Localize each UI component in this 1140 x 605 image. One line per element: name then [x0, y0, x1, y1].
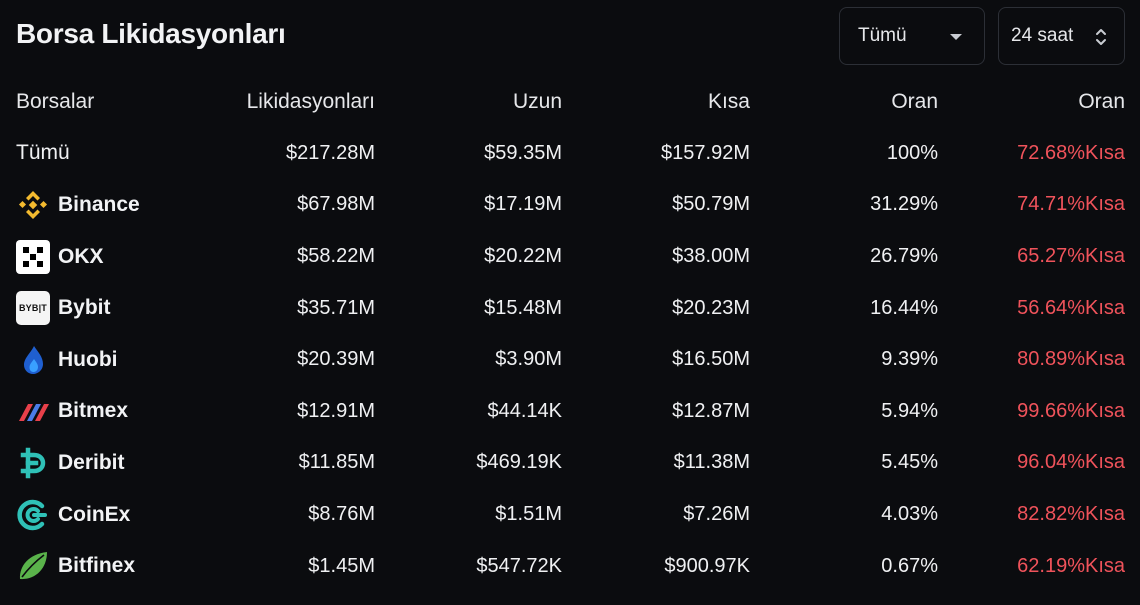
liquidations-cell: $58.22M	[297, 245, 375, 268]
ratio-cell: 74.71%Kısa	[1017, 193, 1125, 216]
liquidations-cell: $11.85M	[298, 451, 375, 474]
long-cell: $547.72K	[476, 554, 562, 577]
share-cell: 0.67%	[881, 554, 938, 577]
liquidations-cell: $67.98M	[297, 193, 375, 216]
exchange-name: Tümü	[16, 141, 70, 165]
coinex-icon	[16, 498, 50, 532]
exchange-cell[interactable]: Huobi	[0, 334, 200, 386]
period-select[interactable]: 24 saat	[998, 7, 1125, 65]
exchange-name: CoinEx	[58, 502, 131, 526]
exchange-name: Bitfinex	[58, 554, 136, 578]
exchange-filter-dropdown[interactable]: Tümü	[839, 7, 985, 65]
exchange-name: Binance	[58, 192, 140, 216]
long-cell: $59.35M	[484, 141, 562, 164]
share-cell: 5.94%	[881, 399, 938, 422]
table-row: OKX $58.22M $20.22M $38.00M 26.79% 65.27…	[0, 231, 1140, 283]
liquidations-cell: $35.71M	[297, 296, 375, 319]
exchange-cell[interactable]: BYB|T Bybit	[0, 282, 200, 334]
ratio-cell: 62.19%Kısa	[1017, 554, 1125, 577]
deribit-icon	[16, 446, 50, 480]
long-cell: $44.14K	[487, 399, 562, 422]
share-cell: 100%	[886, 141, 938, 164]
table-row: Binance $67.98M $17.19M $50.79M 31.29% 7…	[0, 179, 1140, 231]
table-header-row: Borsalar Likidasyonları Uzun Kısa Oran O…	[0, 76, 1140, 128]
exchange-cell[interactable]: OKX	[0, 231, 200, 283]
exchange-cell: Tümü	[0, 128, 200, 180]
short-cell: $16.50M	[672, 348, 750, 371]
table-row: Deribit $11.85M $469.19K $11.38M 5.45% 9…	[0, 437, 1140, 489]
liquidations-cell: $217.28M	[286, 141, 375, 164]
short-cell: $50.79M	[672, 193, 750, 216]
updown-chevron-icon	[1096, 29, 1106, 45]
short-cell: $11.38M	[673, 451, 750, 474]
long-cell: $17.19M	[484, 193, 562, 216]
ratio-cell: 65.27%Kısa	[1017, 245, 1125, 268]
long-cell: $1.51M	[495, 503, 562, 526]
share-cell: 4.03%	[881, 503, 938, 526]
share-cell: 16.44%	[870, 296, 938, 319]
short-cell: $20.23M	[672, 296, 750, 319]
share-cell: 31.29%	[870, 193, 938, 216]
ratio-cell: 99.66%Kısa	[1017, 399, 1125, 422]
liquidations-cell: $8.76M	[308, 503, 375, 526]
short-cell: $900.97K	[664, 554, 750, 577]
bybit-logo-text: BYB|T	[16, 291, 50, 326]
exchange-cell[interactable]: Binance	[0, 179, 200, 231]
liquidation-table: Borsalar Likidasyonları Uzun Kısa Oran O…	[0, 76, 1140, 592]
table-row: Tümü $217.28M $59.35M $157.92M 100% 72.6…	[0, 128, 1140, 180]
exchange-name: Huobi	[58, 347, 118, 371]
column-header-exchanges[interactable]: Borsalar	[16, 89, 95, 113]
bitfinex-icon	[16, 549, 50, 583]
chevron-down-icon	[950, 34, 962, 40]
long-cell: $469.19K	[476, 451, 562, 474]
ratio-cell: 72.68%Kısa	[1017, 141, 1125, 164]
table-row: CoinEx $8.76M $1.51M $7.26M 4.03% 82.82%…	[0, 489, 1140, 541]
exchange-name: OKX	[58, 244, 104, 268]
period-select-value: 24 saat	[1011, 25, 1074, 46]
table-row: Huobi $20.39M $3.90M $16.50M 9.39% 80.89…	[0, 334, 1140, 386]
column-header-long[interactable]: Uzun	[512, 89, 562, 113]
share-cell: 26.79%	[870, 245, 938, 268]
column-header-liquidations[interactable]: Likidasyonları	[246, 89, 375, 113]
share-cell: 9.39%	[881, 348, 938, 371]
bitmex-icon	[16, 394, 50, 428]
liquidations-cell: $1.45M	[308, 554, 375, 577]
column-header-short[interactable]: Kısa	[707, 89, 750, 113]
page-title: Borsa Likidasyonları	[16, 18, 286, 49]
long-cell: $15.48M	[484, 296, 562, 319]
exchange-cell[interactable]: Deribit	[0, 437, 200, 489]
ratio-cell: 96.04%Kısa	[1017, 451, 1125, 474]
short-cell: $12.87M	[672, 399, 750, 422]
table-row: Bitfinex $1.45M $547.72K $900.97K 0.67% …	[0, 540, 1140, 592]
column-header-share[interactable]: Oran	[891, 89, 938, 113]
ratio-cell: 56.64%Kısa	[1017, 296, 1125, 319]
exchange-cell[interactable]: Bitfinex	[0, 540, 200, 592]
exchange-cell[interactable]: CoinEx	[0, 489, 200, 541]
okx-icon	[16, 239, 50, 274]
liquidations-cell: $12.91M	[297, 399, 375, 422]
exchange-cell[interactable]: Bitmex	[0, 386, 200, 438]
table-row: Bitmex $12.91M $44.14K $12.87M 5.94% 99.…	[0, 386, 1140, 438]
short-cell: $157.92M	[661, 141, 750, 164]
exchange-name: Bybit	[58, 296, 111, 320]
table-row: BYB|T Bybit $35.71M $15.48M $20.23M 16.4…	[0, 282, 1140, 334]
exchange-name: Bitmex	[58, 399, 129, 423]
share-cell: 5.45%	[881, 451, 938, 474]
ratio-cell: 80.89%Kısa	[1017, 348, 1125, 371]
short-cell: $38.00M	[672, 245, 750, 268]
short-cell: $7.26M	[683, 503, 750, 526]
column-header-ratio[interactable]: Oran	[1078, 89, 1125, 113]
bybit-icon: BYB|T	[16, 291, 50, 326]
huobi-icon	[16, 343, 50, 377]
binance-icon	[16, 188, 50, 222]
exchange-name: Deribit	[58, 450, 125, 474]
ratio-cell: 82.82%Kısa	[1017, 503, 1125, 526]
long-cell: $20.22M	[484, 245, 562, 268]
liquidations-cell: $20.39M	[297, 348, 375, 371]
exchange-filter-value: Tümü	[858, 25, 907, 46]
long-cell: $3.90M	[495, 348, 562, 371]
